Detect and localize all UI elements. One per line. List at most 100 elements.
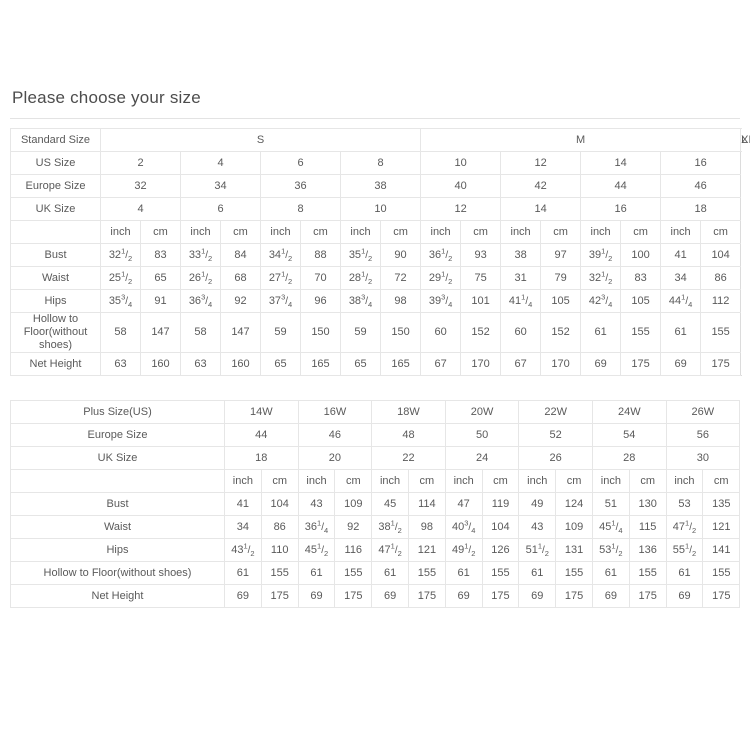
measurement-value: 31: [500, 266, 542, 290]
unit-header: cm: [379, 220, 422, 244]
row-label: Hips: [10, 289, 101, 313]
measurement-value: 551/2: [665, 538, 704, 562]
measurement-value: 51: [591, 492, 630, 516]
size-value: 34: [180, 174, 261, 198]
size-value: 18W: [371, 400, 446, 424]
unit-header: cm: [407, 469, 446, 493]
measurement-value: 60: [500, 312, 542, 353]
measurement-value: 61: [224, 561, 262, 585]
measurement-value: 160: [220, 352, 261, 376]
measurement-value: 165: [379, 352, 422, 376]
size-value: 20W: [444, 400, 520, 424]
measurement-value: 69: [660, 352, 702, 376]
unit-header: inch: [100, 220, 141, 244]
measurement-value: 61: [371, 561, 409, 585]
unit-header: inch: [660, 220, 702, 244]
measurement-value: 147: [220, 312, 261, 353]
measurement-value: 43: [518, 515, 557, 539]
measurement-value: 61: [518, 561, 557, 585]
measurement-value: 451/2: [297, 538, 336, 562]
measurement-value: 92: [334, 515, 373, 539]
measurement-value: 65: [140, 266, 181, 290]
measurement-value: 61: [660, 312, 702, 353]
measurement-value: 531/2: [591, 538, 630, 562]
size-value: 42: [500, 174, 582, 198]
measurement-value: 63: [100, 352, 141, 376]
row-label: Waist: [10, 515, 225, 539]
row-label: Hollow to Floor(without shoes): [10, 312, 101, 353]
table-row: Europe Size 44 46 48 50 52 54 56: [10, 423, 741, 447]
unit-header: cm: [702, 469, 741, 493]
size-value: 26W: [665, 400, 741, 424]
measurement-value: 451/4: [591, 515, 630, 539]
unit-header: cm: [481, 469, 520, 493]
size-value: 18: [224, 446, 299, 470]
fraction-value: 321/2: [588, 268, 613, 286]
fraction-value: 551/2: [672, 540, 697, 558]
measurement-value: 155: [260, 561, 299, 585]
measurement-value: 110: [260, 538, 299, 562]
size-value: 44: [224, 423, 299, 447]
measurement-value: 61: [444, 561, 483, 585]
measurement-value: 67: [500, 352, 542, 376]
table-row: Hips 353/4 91 363/4 92 373/4 96 383/4 98 393/4 101…: [10, 289, 742, 313]
measurement-value: 41: [660, 243, 702, 267]
table-row: Net Height 63 160 63 160 65 165 65 165 67 170 67 170…: [10, 352, 742, 376]
table-row: Standard SizeSMLXL: [10, 128, 750, 152]
measurement-value: 34: [660, 266, 702, 290]
measurement-value: 116: [334, 538, 373, 562]
fraction-value: 411/4: [508, 291, 533, 309]
table-row: Bust 41 104 43 109 45 114 47 119 49 124 51 130 53 135: [10, 492, 741, 516]
size-value: 22W: [518, 400, 593, 424]
size-value: 2: [100, 151, 181, 175]
size-value: 50: [444, 423, 520, 447]
unit-header: inch: [224, 469, 262, 493]
measurement-value: 471/2: [371, 538, 409, 562]
row-label: UK Size: [10, 197, 101, 221]
measurement-value: 65: [340, 352, 381, 376]
unit-header: cm: [300, 220, 341, 244]
measurement-value: 83: [620, 266, 662, 290]
unit-header: inch: [591, 469, 630, 493]
measurement-value: 101: [460, 289, 502, 313]
table-row: UK Size 18 20 22 24 26 28 30: [10, 446, 741, 470]
row-label: Europe Size: [10, 174, 101, 198]
fraction-value: 341/2: [268, 245, 293, 263]
measurement-value: 34: [224, 515, 262, 539]
measurement-value: 92: [220, 289, 261, 313]
unit-header: inch: [371, 469, 409, 493]
measurement-value: 43: [297, 492, 336, 516]
size-value: 36: [260, 174, 341, 198]
measurement-value: 361/2: [420, 243, 462, 267]
row-label: UK Size: [10, 446, 225, 470]
row-label-empty: [10, 469, 225, 493]
table-row: Hips 431/2 110 451/2 116 471/2 121 491/2 126 511/…: [10, 538, 741, 562]
measurement-value: 69: [518, 584, 557, 608]
size-group-header: S: [99, 128, 422, 152]
measurement-value: 61: [591, 561, 630, 585]
fraction-value: 361/4: [304, 517, 329, 535]
measurement-value: 53: [665, 492, 704, 516]
measurement-value: 58: [180, 312, 221, 353]
measurement-value: 361/4: [297, 515, 336, 539]
size-value: 16: [580, 197, 662, 221]
measurement-value: 98: [379, 289, 422, 313]
size-value: 26: [518, 446, 593, 470]
size-value: 20: [297, 446, 373, 470]
title-divider: [10, 118, 740, 119]
row-label: Bust: [10, 243, 101, 267]
unit-header: cm: [540, 220, 582, 244]
measurement-value: 321/2: [580, 266, 622, 290]
size-value: 30: [665, 446, 741, 470]
measurement-value: 170: [460, 352, 502, 376]
row-label: Standard Size: [10, 128, 101, 152]
size-value: 6: [180, 197, 261, 221]
measurement-value: 431/2: [224, 538, 262, 562]
fraction-value: 291/2: [428, 268, 453, 286]
fraction-value: 353/4: [108, 291, 133, 309]
measurement-value: 119: [481, 492, 520, 516]
size-value: 54: [591, 423, 667, 447]
measurement-value: 175: [555, 584, 593, 608]
measurement-value: 423/4: [580, 289, 622, 313]
